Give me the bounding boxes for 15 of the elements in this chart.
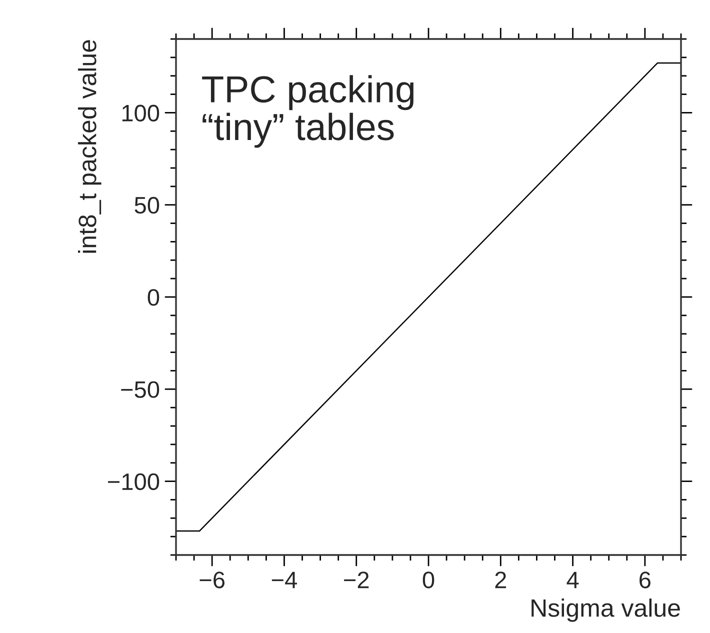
x-tick-label: 4 — [566, 572, 579, 588]
y-tick-label: −50 — [121, 381, 160, 398]
y-axis-title: int8_t packed value — [78, 40, 102, 253]
x-tick-label: 6 — [640, 572, 650, 588]
y-tick-label: 100 — [122, 104, 160, 122]
x-tick-label: −2 — [344, 572, 369, 588]
x-tick-label: −6 — [200, 572, 224, 588]
y-tick-label: −100 — [108, 473, 160, 490]
y-tick-label: 0 — [148, 289, 160, 306]
x-tick-label: 0 — [422, 572, 434, 588]
annotation: TPC packing “tiny” tables — [202, 75, 414, 148]
y-tick-label: 50 — [134, 196, 160, 214]
x-tick-label: −4 — [272, 572, 297, 588]
x-tick-label: 2 — [495, 572, 506, 588]
x-axis-title: Nsigma value — [532, 598, 680, 622]
